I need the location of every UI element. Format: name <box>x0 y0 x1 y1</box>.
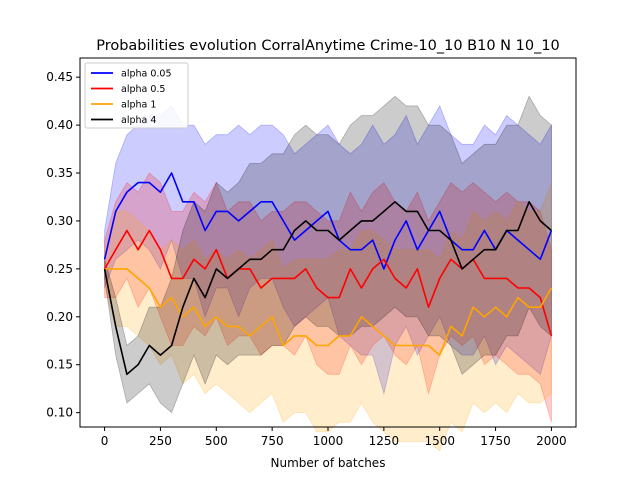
x-tick-label: 250 <box>149 434 172 448</box>
chart-title: Probabilities evolution CorralAnytime Cr… <box>96 38 560 54</box>
y-tick-label: 0.25 <box>46 262 73 276</box>
x-axis: 0 250 500 750 1000 1250 1500 1750 2000 <box>101 427 567 448</box>
y-tick-label: 0.35 <box>46 166 73 180</box>
line-alpha-4 <box>103 201 552 376</box>
x-tick-label: 1250 <box>369 434 400 448</box>
line-alpha-0-05 <box>103 172 553 270</box>
line-alpha-1 <box>104 268 553 356</box>
y-tick-label: 0.45 <box>46 70 73 84</box>
legend-label: alpha 0.05 <box>121 69 172 80</box>
x-tick-label: 1500 <box>424 434 455 448</box>
legend-label: alpha 1 <box>121 100 156 111</box>
confidence-bands <box>104 95 552 452</box>
x-tick-label: 1750 <box>480 434 511 448</box>
legend-label: alpha 4 <box>121 115 156 126</box>
line-alpha-0-5 <box>103 229 553 337</box>
x-tick-label: 750 <box>261 434 284 448</box>
y-tick-label: 0.40 <box>46 118 73 132</box>
x-tick-label: 500 <box>205 434 228 448</box>
y-tick-label: 0.10 <box>46 406 73 420</box>
x-tick-label: 1000 <box>313 434 344 448</box>
y-tick-label: 0.30 <box>46 214 73 228</box>
legend: alpha 0.05 alpha 0.5 alpha 1 alpha 4 <box>84 62 189 129</box>
series-lines <box>103 172 553 376</box>
y-axis: 0.10 0.15 0.20 0.25 0.30 0.35 0.40 0.45 <box>46 70 80 420</box>
legend-box <box>84 62 189 129</box>
x-axis-label: Number of batches <box>271 456 386 470</box>
y-tick-label: 0.20 <box>46 310 73 324</box>
legend-label: alpha 0.5 <box>121 84 165 95</box>
x-tick-label: 0 <box>101 434 109 448</box>
x-tick-label: 2000 <box>536 434 567 448</box>
y-tick-label: 0.15 <box>46 358 73 372</box>
